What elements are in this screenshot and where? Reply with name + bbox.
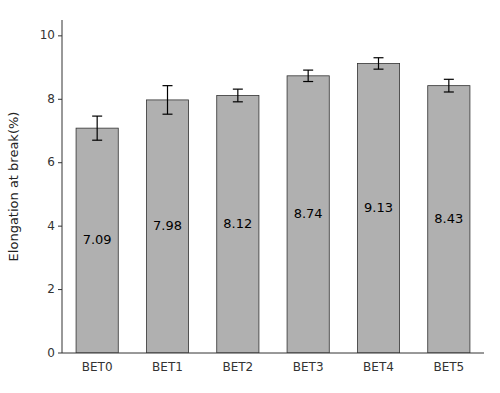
- chart: 7.09 7.98 8.12 8.74 9.13 8.43 0 2 4 6 8 10 BET0 BET1 B…: [0, 0, 500, 393]
- y-tick-label: 6: [47, 155, 55, 169]
- error-bar: [303, 70, 313, 81]
- data-label: 8.12: [223, 216, 252, 231]
- y-axis-label: Elongation at break(%): [6, 112, 21, 262]
- data-label: 7.09: [83, 232, 112, 247]
- y-tick: [58, 353, 62, 354]
- x-tick-label: BET4: [363, 360, 394, 374]
- bar: [76, 128, 118, 353]
- x-tick-label: BET3: [293, 360, 324, 374]
- bar: [146, 100, 188, 353]
- error-bar: [163, 86, 173, 115]
- y-tick: [58, 162, 62, 163]
- x-tick-label: BET5: [433, 360, 464, 374]
- x-tick-label: BET2: [222, 360, 253, 374]
- axes: 0 2 4 6 8 10 BET0 BET1 BET2 BET3 BET4 BET5: [40, 20, 484, 374]
- bar: [217, 95, 259, 353]
- y-tick: [58, 226, 62, 227]
- error-bar: [444, 79, 454, 92]
- data-label: 8.74: [294, 206, 323, 221]
- bar: [357, 63, 399, 353]
- chart-container: 7.09 7.98 8.12 8.74 9.13 8.43 0 2 4 6 8 10 BET0 BET1 B…: [0, 0, 500, 393]
- x-tick-label: BET0: [82, 360, 113, 374]
- error-bar: [233, 89, 243, 102]
- y-tick: [58, 289, 62, 290]
- y-tick-label: 8: [47, 92, 55, 106]
- plot-area: [76, 58, 470, 353]
- data-labels: 7.09 7.98 8.12 8.74 9.13 8.43: [83, 200, 464, 247]
- x-tick-label: BET1: [152, 360, 183, 374]
- error-bar: [374, 58, 384, 69]
- y-tick: [58, 35, 62, 36]
- data-label: 7.98: [153, 218, 182, 233]
- y-tick-label: 4: [47, 219, 55, 233]
- bar: [287, 76, 329, 353]
- y-axis-line: [62, 20, 63, 353]
- y-tick-label: 2: [47, 282, 55, 296]
- y-tick-label: 0: [47, 346, 55, 360]
- x-axis-line: [62, 353, 484, 354]
- y-tick: [58, 99, 62, 100]
- bar: [428, 86, 470, 353]
- y-tick-label: 10: [40, 28, 55, 42]
- data-label: 8.43: [434, 211, 463, 226]
- error-bar: [92, 116, 102, 140]
- data-label: 9.13: [364, 200, 393, 215]
